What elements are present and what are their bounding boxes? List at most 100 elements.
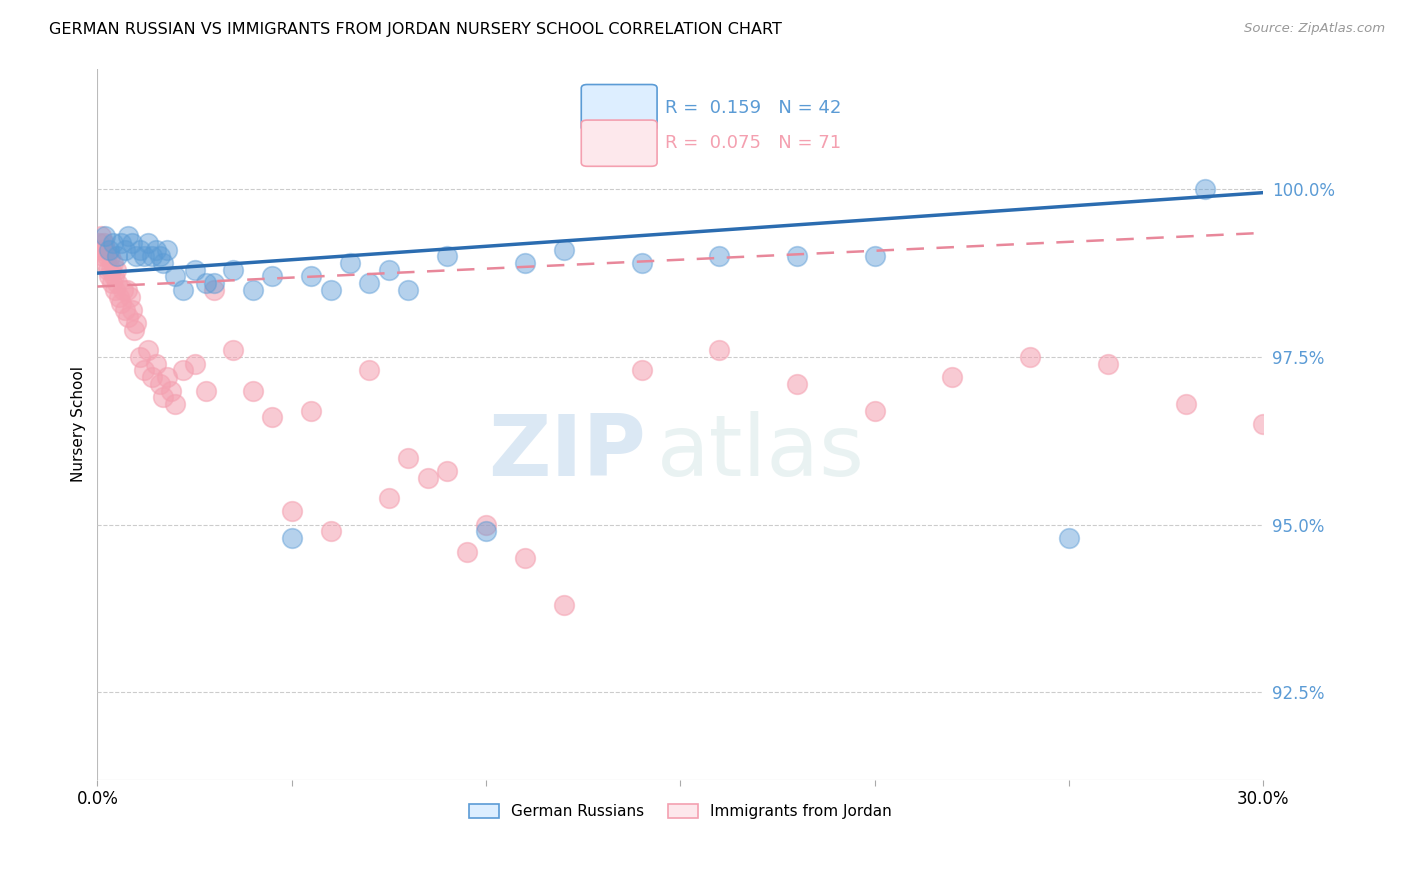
Point — [141, 249, 163, 263]
Point — [222, 343, 245, 358]
Point — [105, 262, 128, 277]
Point — [98, 243, 121, 257]
Point — [165, 269, 187, 284]
Point — [183, 357, 205, 371]
Point — [91, 243, 114, 257]
Point — [117, 310, 139, 324]
Point — [136, 235, 159, 250]
Point — [89, 235, 111, 250]
Point — [110, 235, 132, 250]
Point — [709, 249, 731, 263]
Point — [475, 517, 498, 532]
Point — [105, 249, 128, 263]
Point — [242, 283, 264, 297]
Point — [172, 363, 194, 377]
Point — [115, 283, 138, 297]
Point — [299, 269, 322, 284]
Point — [94, 256, 117, 270]
Point — [114, 303, 136, 318]
Text: R =  0.075   N = 71: R = 0.075 N = 71 — [665, 134, 841, 153]
Point — [110, 296, 132, 310]
Point — [101, 256, 124, 270]
Point — [242, 384, 264, 398]
Point — [136, 343, 159, 358]
Point — [1174, 397, 1197, 411]
Point — [97, 262, 120, 277]
Point — [1194, 182, 1216, 196]
Point — [156, 243, 179, 257]
Point — [125, 317, 148, 331]
Point — [148, 376, 170, 391]
Point — [152, 390, 174, 404]
Point — [513, 256, 536, 270]
Point — [709, 343, 731, 358]
Point — [786, 249, 808, 263]
Point — [156, 370, 179, 384]
Point — [1291, 437, 1313, 451]
Point — [94, 243, 117, 257]
Point — [359, 276, 381, 290]
Point — [125, 249, 148, 263]
Point — [195, 384, 218, 398]
Point — [299, 403, 322, 417]
Point — [129, 243, 152, 257]
Point — [202, 276, 225, 290]
Point — [378, 491, 401, 505]
Text: GERMAN RUSSIAN VS IMMIGRANTS FROM JORDAN NURSERY SCHOOL CORRELATION CHART: GERMAN RUSSIAN VS IMMIGRANTS FROM JORDAN… — [49, 22, 782, 37]
Point — [129, 350, 152, 364]
Point — [475, 524, 498, 539]
Point — [630, 256, 652, 270]
Point — [553, 243, 575, 257]
Text: ZIP: ZIP — [488, 411, 645, 494]
Point — [114, 243, 136, 257]
FancyBboxPatch shape — [581, 85, 657, 131]
Point — [359, 363, 381, 377]
Text: R =  0.159   N = 42: R = 0.159 N = 42 — [665, 99, 842, 117]
Point — [436, 464, 458, 478]
Point — [396, 283, 419, 297]
Point — [436, 249, 458, 263]
Point — [456, 544, 478, 558]
Point — [863, 403, 886, 417]
Point — [91, 249, 114, 263]
Point — [145, 357, 167, 371]
Point — [1019, 350, 1042, 364]
Point — [1097, 357, 1119, 371]
Point — [319, 524, 342, 539]
Point — [195, 276, 218, 290]
Point — [396, 450, 419, 465]
Point — [148, 249, 170, 263]
Point — [101, 235, 124, 250]
Point — [145, 243, 167, 257]
Point — [96, 249, 118, 263]
Point — [280, 504, 302, 518]
Point — [553, 598, 575, 612]
Point — [101, 276, 124, 290]
Point — [165, 397, 187, 411]
Point — [100, 262, 122, 277]
Point — [152, 256, 174, 270]
Point — [172, 283, 194, 297]
Point — [941, 370, 963, 384]
Point — [94, 229, 117, 244]
Point — [120, 290, 142, 304]
Point — [104, 283, 127, 297]
Point — [1253, 417, 1275, 431]
Point — [416, 471, 439, 485]
Point — [93, 235, 115, 250]
FancyBboxPatch shape — [581, 120, 657, 166]
Point — [202, 283, 225, 297]
Point — [121, 235, 143, 250]
Point — [280, 531, 302, 545]
Point — [339, 256, 361, 270]
Legend: German Russians, Immigrants from Jordan: German Russians, Immigrants from Jordan — [463, 797, 898, 825]
Point — [90, 229, 112, 244]
Point — [319, 283, 342, 297]
Y-axis label: Nursery School: Nursery School — [72, 366, 86, 482]
Point — [117, 229, 139, 244]
Point — [863, 249, 886, 263]
Point — [1369, 464, 1392, 478]
Point — [262, 269, 284, 284]
Point — [98, 249, 121, 263]
Point — [103, 269, 125, 284]
